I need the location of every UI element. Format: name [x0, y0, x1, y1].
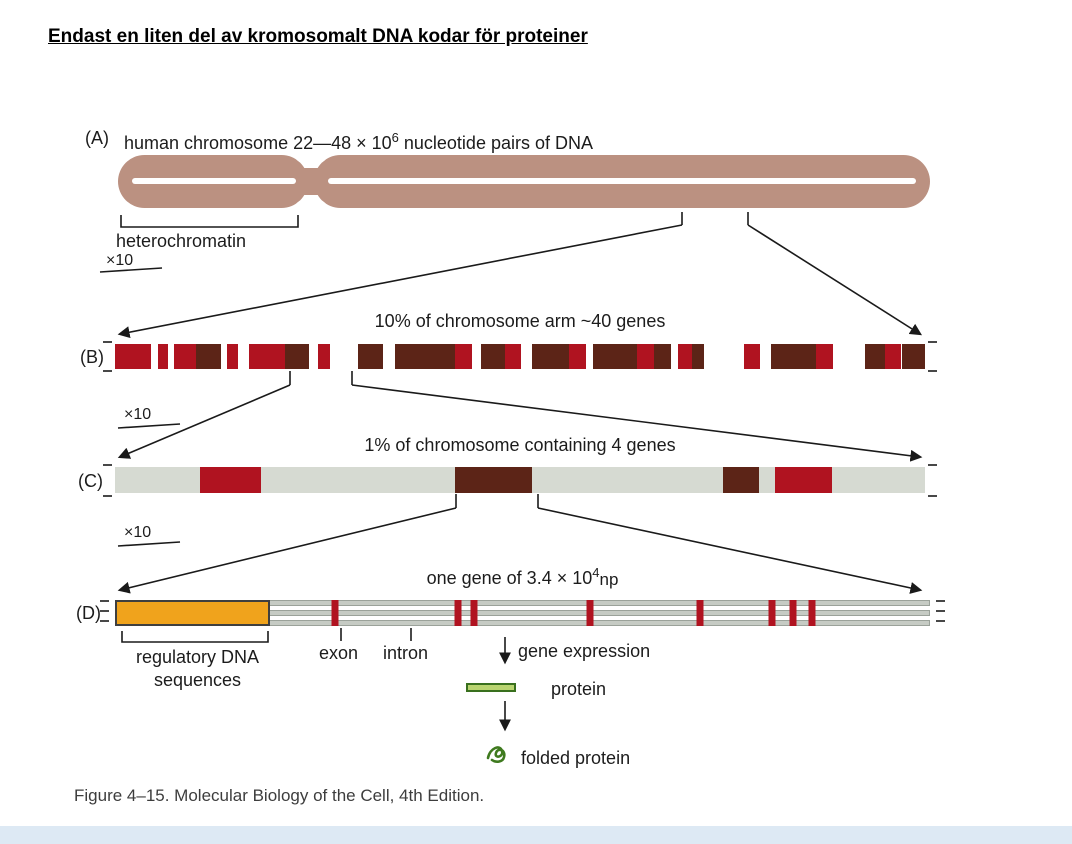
- bar-segment-brown: [455, 467, 533, 493]
- bar-segment-brown: [196, 344, 222, 369]
- panel-a-heading-post: nucleotide pairs of DNA: [398, 133, 593, 153]
- bar-segment-red: [157, 344, 169, 369]
- bar-segment-red: [885, 344, 902, 369]
- panel-d-heading-unit: np: [599, 570, 619, 589]
- exon-mark: [789, 600, 797, 626]
- bar-segment-red: [568, 344, 587, 369]
- bar-segment-brown: [722, 467, 759, 493]
- bar-segment-brown: [865, 344, 886, 369]
- bar-segment-red: [504, 344, 521, 369]
- bar-segment-brown: [358, 344, 384, 369]
- gene-expression-label: gene expression: [518, 641, 651, 661]
- bar-segment-brown: [532, 344, 569, 369]
- chromosome-22-graphic: [118, 143, 930, 220]
- bar-segment-red: [775, 467, 832, 493]
- bar-segment-brown: [285, 344, 310, 369]
- figure-caption: Figure 4–15. Molecular Biology of the Ce…: [74, 786, 485, 805]
- zoom-x10-label-b: ×10: [124, 406, 152, 423]
- bar-segment-red: [249, 344, 286, 369]
- zoom-x10-label-a: ×10: [106, 252, 134, 269]
- bar-segment-brown: [395, 344, 456, 369]
- bar-segment-red: [226, 344, 239, 369]
- bar-segment-brown: [654, 344, 671, 369]
- exon-mark: [768, 600, 776, 626]
- bar-segment-red: [816, 344, 834, 369]
- bar-segment-brown: [691, 344, 704, 369]
- bar-segment-red: [677, 344, 692, 369]
- gene-bar-marks: [115, 600, 930, 626]
- panel-a-heading-exponent: 6: [391, 130, 399, 145]
- bar-segment-brown: [771, 344, 817, 369]
- bar-segment-brown: [592, 344, 638, 369]
- bar-segment-red: [174, 344, 196, 369]
- panel-a-heading: human chromosome 22—48 × 106 nucleotide …: [124, 127, 593, 154]
- bar-segment-red: [743, 344, 760, 369]
- regulatory-dna-label-line1: regulatory DNA: [135, 647, 260, 667]
- heterochromatin-label: heterochromatin: [116, 231, 247, 251]
- heterochromatin-bracket: [120, 215, 299, 228]
- gene-bar: [115, 600, 930, 626]
- slide-title: Endast en liten del av kromosomalt DNA k…: [48, 26, 588, 47]
- protein-label: protein: [551, 679, 607, 699]
- panel-c-label: (C): [78, 471, 103, 491]
- bar-segment-brown: [901, 344, 925, 369]
- chromosome-1pct-bar: [115, 467, 925, 493]
- regulatory-dna-label-line2: sequences: [153, 670, 242, 690]
- panel-d-heading: one gene of 3.4 × 104np: [115, 562, 930, 591]
- zoom-x10-label-c: ×10: [124, 524, 152, 541]
- bar-segment-red: [115, 344, 152, 369]
- exon-label: exon: [319, 643, 359, 663]
- bar-segment-red: [317, 344, 331, 369]
- regulatory-bracket: [121, 631, 269, 643]
- bar-segment-red: [455, 344, 473, 369]
- panel-d-heading-pre: one gene of 3.4 × 10: [426, 568, 593, 588]
- bar-segment-orange: [115, 600, 270, 626]
- panel-b-label: (B): [80, 347, 104, 367]
- exon-mark: [454, 600, 462, 626]
- exon-mark: [696, 600, 704, 626]
- bar-segment-red: [637, 344, 655, 369]
- intron-label: intron: [383, 643, 429, 663]
- panel-d-label: (D): [76, 603, 101, 623]
- exon-mark: [331, 600, 339, 626]
- exon-mark: [808, 600, 816, 626]
- panel-a-heading-pre: human chromosome 22—48 × 10: [124, 133, 392, 153]
- bar-segment-red: [200, 467, 261, 493]
- protein-bar-icon: [466, 683, 516, 692]
- folded-protein-icon: [486, 746, 506, 763]
- chromosome-arm-bar: [115, 344, 925, 369]
- panel-d-heading-exponent: 4: [592, 565, 600, 580]
- panel-c-heading: 1% of chromosome containing 4 genes: [364, 435, 676, 455]
- panel-a-label: (A): [85, 128, 109, 148]
- exon-mark: [586, 600, 594, 626]
- panel-b-heading: 10% of chromosome arm ~40 genes: [374, 311, 666, 331]
- slide-footer-band: [0, 826, 1072, 844]
- exon-mark: [470, 600, 478, 626]
- bar-segment-brown: [481, 344, 505, 369]
- folded-protein-label: folded protein: [521, 748, 631, 768]
